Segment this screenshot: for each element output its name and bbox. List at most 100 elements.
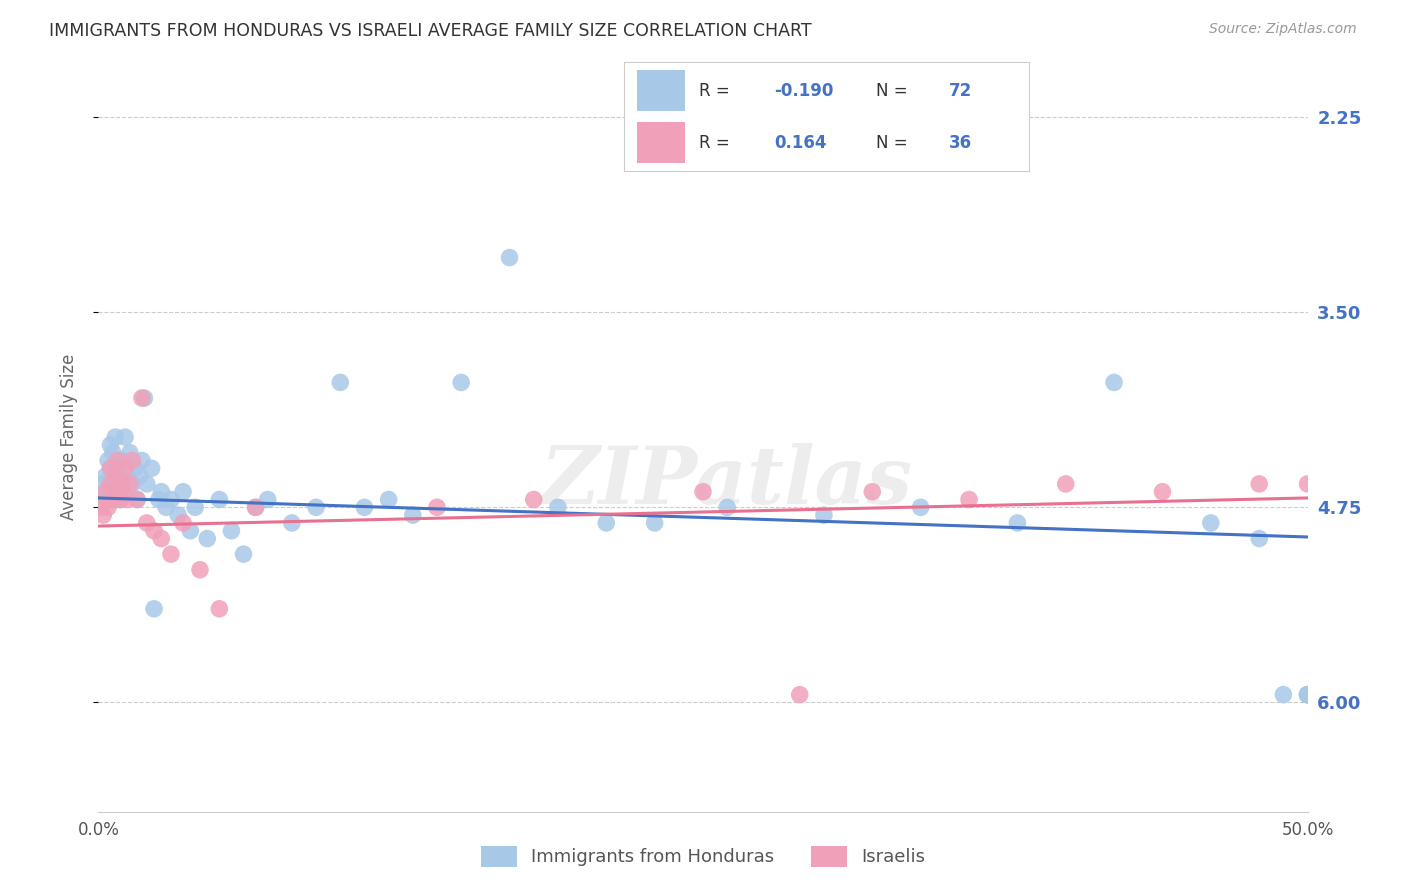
Point [101, 469, 124, 483]
Point [860, 484, 883, 499]
Point [114, 430, 136, 444]
Point [104, 461, 127, 475]
Point [155, 500, 177, 515]
Point [450, 376, 472, 390]
Point [1296, 476, 1319, 491]
Point [245, 500, 267, 515]
Point [160, 547, 183, 561]
Point [101, 445, 124, 460]
Point [377, 492, 399, 507]
Point [94, 484, 117, 499]
Point [150, 532, 173, 546]
Point [134, 391, 156, 405]
Point [1249, 532, 1271, 546]
Point [111, 453, 134, 467]
Point [595, 516, 617, 530]
Point [91, 476, 114, 491]
Point [281, 516, 304, 530]
Point [1296, 688, 1319, 702]
Point [208, 601, 231, 615]
Point [94, 469, 117, 483]
Point [117, 469, 139, 483]
Point [117, 492, 139, 507]
Point [160, 492, 183, 507]
Point [789, 688, 811, 702]
Point [90, 500, 112, 515]
Point [100, 438, 122, 452]
Point [1054, 476, 1077, 491]
Point [104, 469, 127, 483]
Point [141, 461, 163, 475]
Text: IMMIGRANTS FROM HONDURAS VS ISRAELI AVERAGE FAMILY SIZE CORRELATION CHART: IMMIGRANTS FROM HONDURAS VS ISRAELI AVER… [49, 22, 811, 40]
Point [114, 461, 136, 475]
Point [131, 453, 153, 467]
Point [107, 484, 129, 499]
Point [256, 492, 278, 507]
Point [124, 461, 146, 475]
Point [813, 508, 835, 523]
Point [97, 492, 120, 507]
Point [118, 476, 141, 491]
Point [523, 492, 546, 507]
Point [121, 476, 143, 491]
Point [107, 476, 129, 491]
Point [118, 445, 141, 460]
Point [329, 376, 352, 390]
Point [1272, 688, 1295, 702]
Point [547, 500, 569, 515]
Point [97, 453, 120, 467]
Point [100, 476, 122, 491]
Point [135, 516, 157, 530]
Point [1152, 484, 1174, 499]
Point [1296, 688, 1319, 702]
Point [101, 492, 124, 507]
Point [692, 484, 714, 499]
Point [90, 500, 112, 515]
Point [127, 492, 149, 507]
Point [221, 524, 243, 538]
Point [1249, 476, 1271, 491]
Point [148, 492, 170, 507]
Text: Source: ZipAtlas.com: Source: ZipAtlas.com [1209, 22, 1357, 37]
Point [121, 453, 143, 467]
Point [179, 524, 201, 538]
Point [910, 500, 932, 515]
Point [104, 484, 127, 499]
Point [107, 453, 129, 467]
Point [172, 484, 194, 499]
Point [1296, 688, 1319, 702]
Point [195, 532, 218, 546]
Point [245, 500, 267, 515]
Point [135, 476, 157, 491]
Point [111, 484, 134, 499]
Point [101, 492, 124, 507]
Point [305, 500, 328, 515]
Y-axis label: Average Family Size: Average Family Size [59, 354, 77, 520]
Point [114, 461, 136, 475]
Point [208, 492, 231, 507]
Point [167, 508, 190, 523]
Point [108, 492, 131, 507]
Point [353, 500, 375, 515]
Point [97, 500, 120, 515]
Point [957, 492, 980, 507]
Point [91, 508, 114, 523]
Point [498, 251, 520, 265]
Point [127, 492, 149, 507]
Point [108, 469, 131, 483]
Point [107, 453, 129, 467]
Point [1296, 688, 1319, 702]
Point [716, 500, 738, 515]
Point [402, 508, 425, 523]
Point [100, 461, 122, 475]
Point [1102, 376, 1125, 390]
Point [128, 469, 150, 483]
Point [143, 524, 166, 538]
Text: ZIPatlas: ZIPatlas [541, 443, 914, 521]
Point [108, 492, 131, 507]
Point [150, 484, 173, 499]
Point [1199, 516, 1222, 530]
Point [426, 500, 449, 515]
Point [91, 492, 114, 507]
Point [184, 500, 207, 515]
